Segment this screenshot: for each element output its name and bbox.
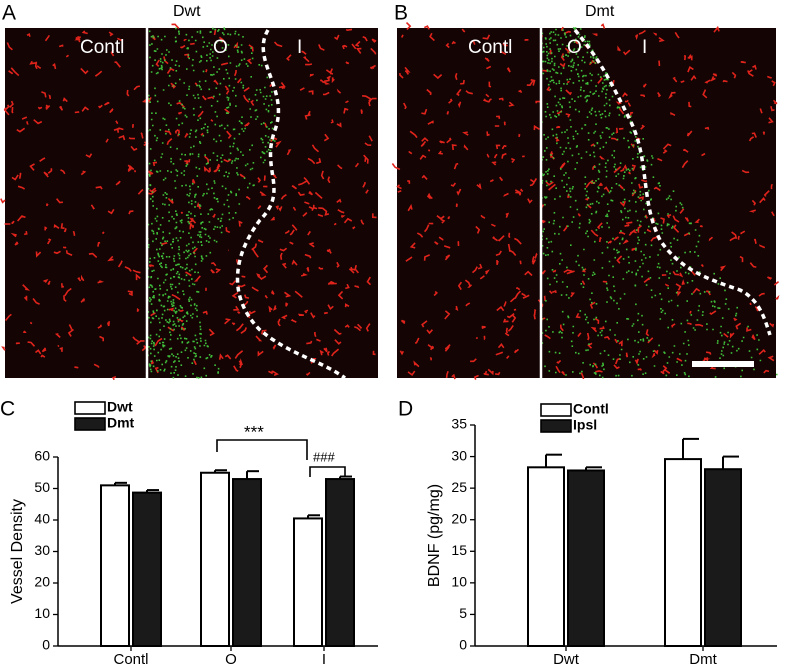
region-label: I	[642, 37, 647, 58]
legend-label: Dmt	[107, 415, 135, 431]
panel-letter: B	[394, 2, 408, 25]
region-label: I	[297, 37, 302, 58]
bar	[293, 517, 323, 647]
panel-letter: D	[398, 398, 413, 421]
legend-swatch	[540, 419, 572, 433]
region-label: Contl	[80, 37, 124, 58]
panel-letter: C	[0, 398, 15, 421]
region-label: Contl	[468, 37, 512, 58]
legend-swatch	[74, 417, 106, 431]
x-tick-label: Dmt	[689, 651, 717, 668]
y-tick-label: 35	[451, 416, 467, 432]
significance-label: ###	[313, 449, 335, 464]
bar	[567, 469, 605, 647]
y-tick-label: 0	[42, 637, 50, 653]
y-tick-label: 10	[34, 605, 50, 621]
x-tick-label: Contl	[113, 651, 148, 668]
legend-swatch	[540, 403, 572, 417]
bar	[664, 458, 702, 647]
y-tick-label: 50	[34, 479, 50, 495]
y-tick-label: 40	[34, 511, 50, 527]
green-signal	[541, 27, 778, 379]
boundary-line	[573, 28, 772, 336]
legend-label: Dwt	[107, 399, 133, 415]
y-tick-label: 25	[451, 479, 467, 495]
vessels	[0, 23, 377, 381]
legend-label: Ipsl	[573, 417, 597, 433]
panel-title: Dmt	[585, 3, 615, 20]
legend-swatch	[74, 401, 106, 415]
bar	[100, 484, 130, 647]
y-axis-label: Vessel Density	[9, 499, 26, 604]
y-tick-label: 20	[34, 574, 50, 590]
green-signal	[147, 27, 276, 379]
y-tick-label: 30	[451, 447, 467, 463]
region-label: O	[213, 37, 228, 58]
bar	[704, 468, 742, 648]
boundary-line	[235, 29, 347, 380]
panel-title: Dwt	[173, 3, 201, 20]
x-tick-label: Dwt	[553, 651, 580, 668]
y-tick-label: 60	[34, 448, 50, 464]
y-tick-label: 20	[451, 510, 467, 526]
legend-label: Contl	[573, 401, 609, 417]
significance-label: ***	[244, 422, 264, 441]
image-bg	[397, 28, 776, 378]
bar	[232, 478, 262, 647]
x-tick-label: I	[322, 651, 326, 668]
y-tick-label: 30	[34, 542, 50, 558]
region-label: O	[567, 37, 582, 58]
micrograph: B Dmt Contl O I	[391, 2, 780, 380]
y-axis-label: BDNF (pg/mg)	[426, 484, 443, 587]
significance-bracket	[309, 466, 346, 477]
y-tick-label: 15	[451, 542, 467, 558]
y-tick-label: 0	[459, 637, 467, 653]
bar	[200, 471, 230, 647]
scale-bar	[692, 361, 754, 367]
bar	[527, 466, 565, 648]
panel-letter: A	[2, 2, 16, 25]
y-tick-label: 10	[451, 574, 467, 590]
significance-bracket	[216, 439, 308, 460]
micrograph: A Dwt Contl O I	[0, 2, 378, 381]
bar	[132, 491, 162, 647]
y-tick-label: 5	[459, 605, 467, 621]
bar	[325, 478, 355, 647]
x-tick-label: O	[225, 651, 237, 668]
